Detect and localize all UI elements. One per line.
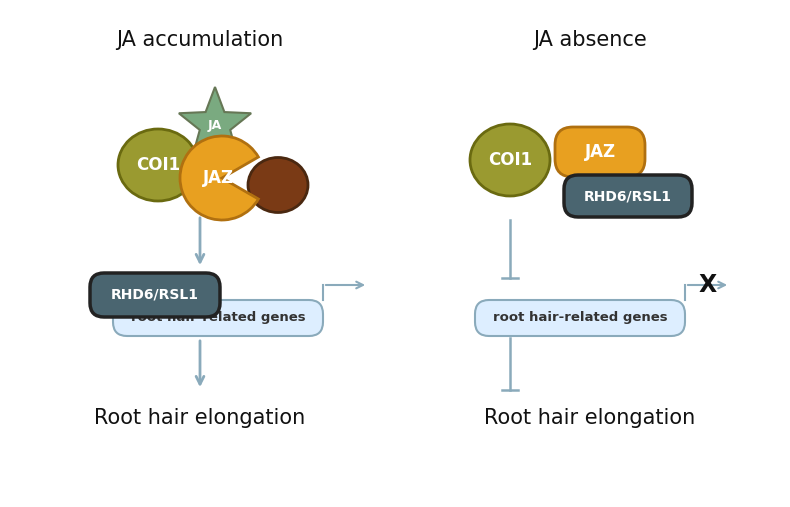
- Text: COI1: COI1: [488, 151, 532, 169]
- Text: root hair-related genes: root hair-related genes: [130, 311, 305, 324]
- Polygon shape: [179, 87, 251, 156]
- FancyBboxPatch shape: [90, 273, 220, 317]
- Text: RHD6/RSL1: RHD6/RSL1: [111, 288, 199, 302]
- Text: JAZ: JAZ: [585, 143, 615, 161]
- Text: JA: JA: [208, 119, 222, 131]
- Ellipse shape: [470, 124, 550, 196]
- Text: JA absence: JA absence: [533, 30, 647, 50]
- Text: RHD6/RSL1: RHD6/RSL1: [584, 189, 672, 203]
- FancyBboxPatch shape: [113, 300, 323, 336]
- FancyBboxPatch shape: [475, 300, 685, 336]
- Text: COI1: COI1: [136, 156, 180, 174]
- Text: JA accumulation: JA accumulation: [116, 30, 284, 50]
- Ellipse shape: [248, 158, 308, 212]
- Text: X: X: [698, 273, 717, 297]
- FancyBboxPatch shape: [555, 127, 645, 177]
- Text: Root hair elongation: Root hair elongation: [94, 408, 306, 428]
- Text: root hair-related genes: root hair-related genes: [493, 311, 668, 324]
- FancyBboxPatch shape: [564, 175, 692, 217]
- Ellipse shape: [118, 129, 198, 201]
- Text: JAZ: JAZ: [202, 169, 234, 187]
- Wedge shape: [180, 136, 258, 220]
- Text: Root hair elongation: Root hair elongation: [484, 408, 696, 428]
